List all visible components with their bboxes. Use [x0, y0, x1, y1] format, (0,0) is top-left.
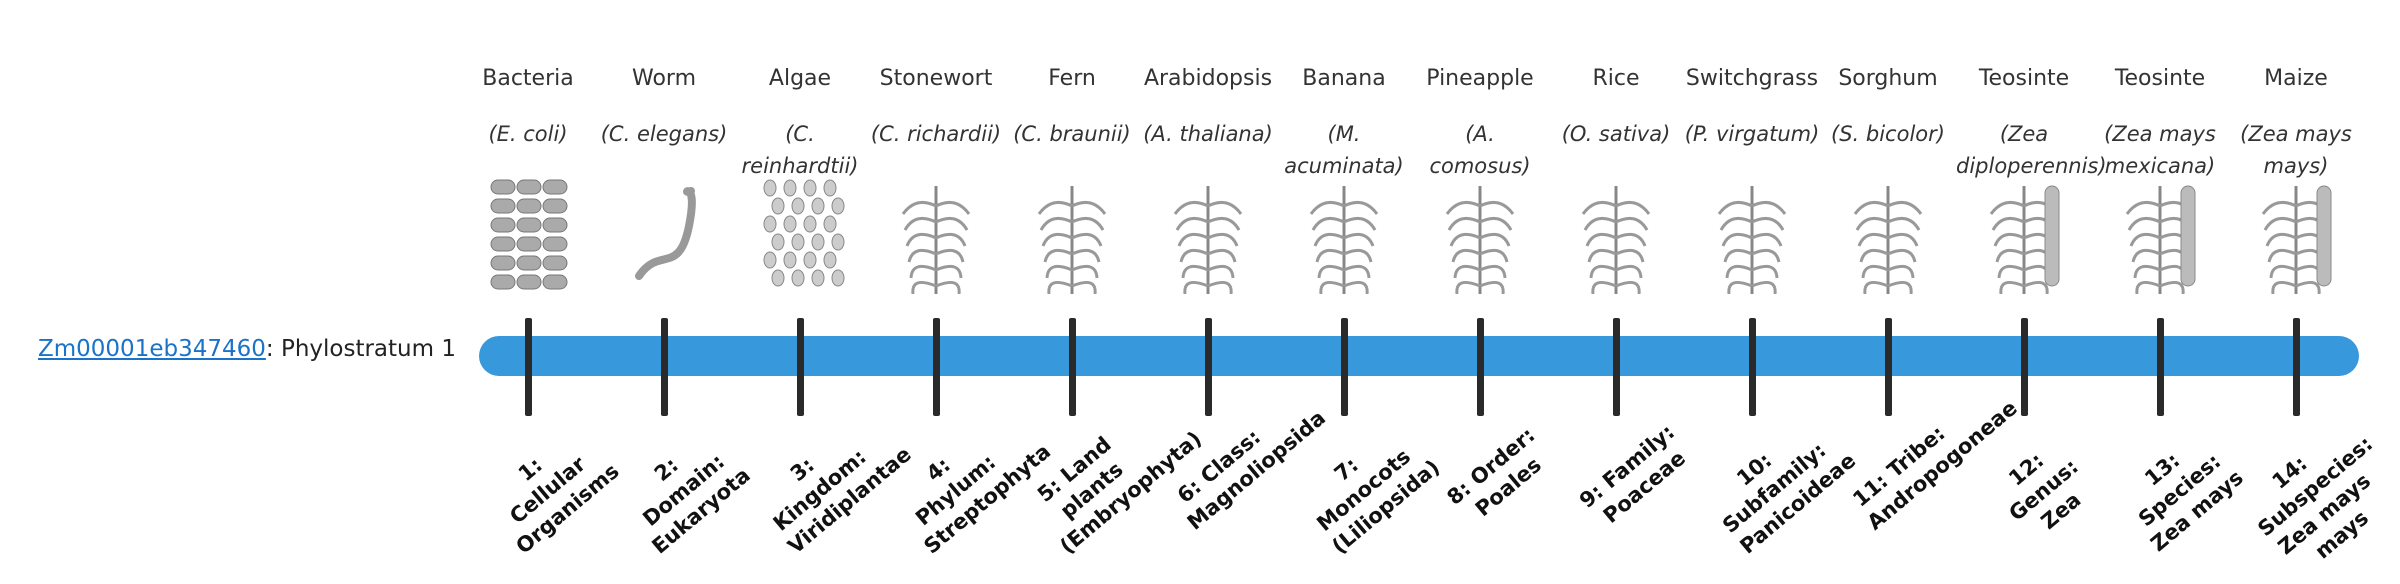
organism-name: Fern: [1048, 66, 1096, 91]
timeline-tick: [524, 318, 532, 416]
species-name: (P. virgatum): [1684, 122, 1820, 146]
organism-name: Switchgrass: [1685, 66, 1819, 91]
species-name: (C. braunii): [1013, 122, 1131, 146]
organism-image: [1581, 186, 1651, 295]
species-name: (C. elegans): [600, 122, 728, 146]
timeline-tick: [1748, 318, 1756, 416]
organism-image: [635, 187, 696, 280]
organism-image: [1853, 186, 1923, 295]
organism-image: [490, 179, 568, 290]
timeline-tick: [1476, 318, 1484, 416]
timeline-tick: [2292, 318, 2300, 416]
timeline-tick: [2156, 318, 2164, 416]
gene-link[interactable]: Zm00001eb347460: [38, 336, 266, 362]
timeline-tick: [1204, 318, 1212, 416]
stratum-label: 8: Order: Poales: [1442, 422, 1546, 522]
species-name: (C. richardii): [870, 122, 1002, 146]
species-name: (E. coli): [488, 122, 568, 146]
timeline-tick: [660, 318, 668, 416]
species-name: (S. bicolor): [1831, 122, 1945, 146]
species-name: (Zea mays mays): [2240, 122, 2352, 178]
organism-name: Pineapple: [1426, 66, 1534, 91]
organism-image: [2261, 185, 2332, 295]
stratum-label: 11: Tribe: Andropogoneae: [1848, 395, 2022, 535]
organism-name: Bacteria: [482, 66, 574, 91]
organism-image: [1989, 185, 2060, 295]
stratum-label: 1: Cellular Organisms: [505, 451, 624, 559]
timeline-tick: [1884, 318, 1892, 416]
organism-name: Maize: [2264, 66, 2328, 91]
organism-image: [901, 186, 971, 295]
organism-image: [1717, 186, 1787, 295]
stratum-label: 10: Subfamily: Panicoideae: [1718, 437, 1861, 559]
organism-name: Teosinte: [1978, 66, 2070, 91]
species-name: (A. comosus): [1429, 122, 1531, 178]
phylostratum-text: : Phylostratum 1: [265, 336, 456, 362]
species-name: (O. sativa): [1561, 122, 1671, 146]
organism-name: Arabidopsis: [1143, 66, 1273, 91]
species-name: (Zea diploperennis): [1956, 122, 2107, 178]
species-name: (Zea mays mexicana): [2104, 122, 2216, 178]
organism-image: [2125, 185, 2196, 295]
timeline-tick: [1612, 318, 1620, 416]
organism-name: Algae: [768, 66, 832, 91]
gene-label: Zm00001eb347460: Phylostratum 1: [38, 336, 456, 362]
timeline-tick: [796, 318, 804, 416]
organism-name: Stonewort: [879, 66, 993, 91]
stratum-label: 7: Monocots (Liliopsida): [1312, 444, 1445, 559]
organism-image: [1173, 186, 1243, 295]
stratum-label: 3: Kingdom: Viridiplantae: [768, 442, 916, 559]
organism-name: Worm: [631, 66, 696, 91]
organism-name: Teosinte: [2114, 66, 2206, 91]
organism-name: Banana: [1302, 66, 1386, 91]
stratum-label: 14: Subspecies: Zea mays mays: [2253, 431, 2378, 564]
stratum-label: 9: Family: Poaceae: [1574, 419, 1691, 528]
organism-image: [1445, 186, 1515, 295]
stratum-label: 2: Domain: Eukaryota: [638, 449, 755, 559]
stratum-label: 12: Genus: Zea: [2004, 448, 2086, 535]
stratum-label: 4: Phylum: Streptophyta: [911, 439, 1056, 559]
organism-name: Sorghum: [1838, 66, 1938, 91]
species-name: (C. reinhardtii): [741, 122, 859, 178]
organism-image: [1037, 186, 1107, 295]
stratum-label: 13: Species: Zea mays: [2133, 448, 2248, 557]
timeline-tick: [2020, 318, 2028, 416]
organism-image: [1309, 186, 1379, 295]
timeline-tick: [932, 318, 940, 416]
species-name: (A. thaliana): [1143, 122, 1273, 146]
organism-name: Rice: [1592, 66, 1640, 91]
organism-image: [763, 179, 845, 287]
timeline-bar: [479, 336, 2359, 376]
timeline-tick: [1068, 318, 1076, 416]
timeline-tick: [1340, 318, 1348, 416]
species-name: (M. acuminata): [1284, 122, 1404, 178]
